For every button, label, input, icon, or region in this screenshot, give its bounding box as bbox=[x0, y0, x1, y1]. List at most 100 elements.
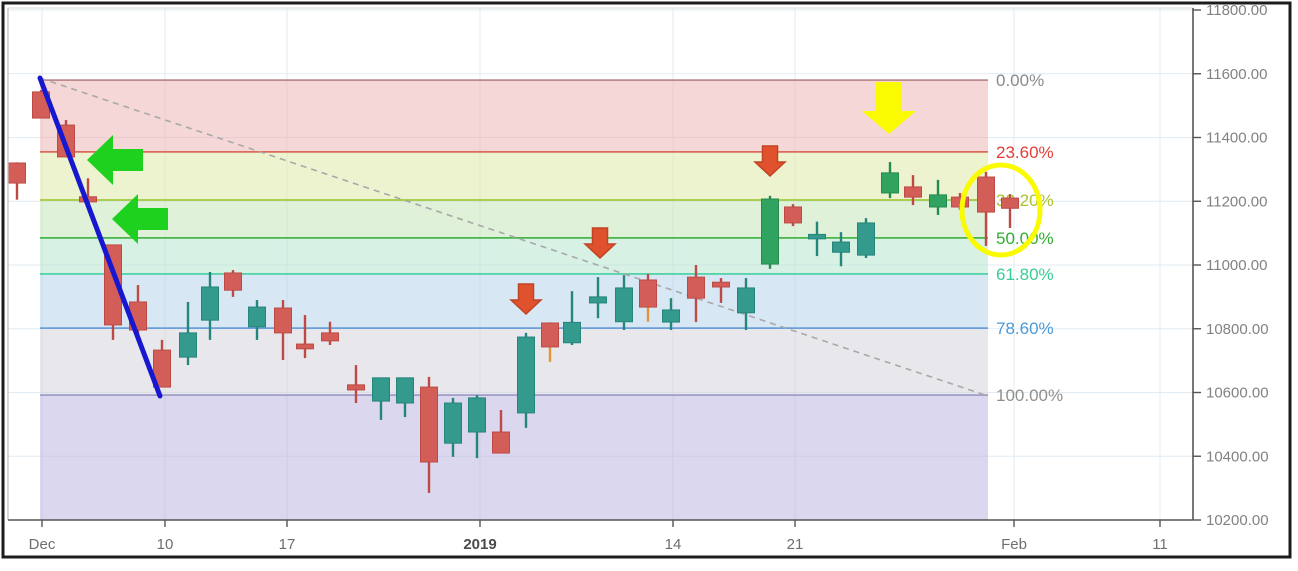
fib-band bbox=[40, 237, 988, 274]
candle bbox=[784, 204, 802, 227]
candle bbox=[881, 162, 899, 199]
candle-body bbox=[904, 186, 922, 198]
candle bbox=[977, 171, 995, 246]
candle bbox=[224, 270, 242, 297]
candle bbox=[615, 275, 633, 331]
candle-body bbox=[224, 272, 242, 291]
x-axis-tick-label: 17 bbox=[279, 536, 296, 553]
axes-group: 11800.00 11600.00 11400.00 11200.00 11000.00… bbox=[1, 1, 1292, 559]
candle-body bbox=[153, 349, 171, 388]
x-axis-tick-label: 21 bbox=[787, 536, 804, 553]
x-axis-tick-label: 10 bbox=[157, 536, 174, 553]
fib-band bbox=[40, 199, 988, 238]
y-axis-tick-label: 10200.00 bbox=[1206, 512, 1269, 529]
candle-body bbox=[541, 322, 559, 348]
candle bbox=[687, 265, 705, 323]
candle bbox=[589, 277, 607, 319]
candle-body bbox=[201, 286, 219, 321]
candle-body bbox=[737, 287, 755, 314]
candle bbox=[321, 321, 339, 346]
y-axis-tick-label: 11800.00 bbox=[1206, 2, 1267, 19]
candle-body bbox=[687, 276, 705, 299]
candle-body bbox=[808, 233, 826, 240]
highlight-circle-annotation bbox=[959, 162, 1043, 258]
candle bbox=[1001, 194, 1019, 229]
fib-level-label: 50.00% bbox=[996, 229, 1054, 248]
candle-body bbox=[296, 343, 314, 350]
y-axis-tick-label: 11600.00 bbox=[1206, 66, 1267, 83]
fib-band bbox=[40, 328, 988, 396]
candle bbox=[347, 365, 365, 404]
y-axis-tick-label: 11000.00 bbox=[1206, 257, 1267, 274]
candle bbox=[563, 291, 581, 346]
impulse-trendline bbox=[37, 75, 163, 399]
fib-band bbox=[40, 80, 988, 152]
down-arrow-icon bbox=[753, 145, 787, 178]
candle-body bbox=[832, 241, 850, 253]
x-axis-tick-label: 11 bbox=[1152, 536, 1168, 553]
left-arrow-icon bbox=[112, 194, 168, 244]
fib-baseline-group bbox=[39, 77, 986, 396]
candle-body bbox=[8, 162, 26, 184]
left-arrow-icon bbox=[87, 135, 143, 185]
candle-body bbox=[321, 332, 339, 342]
fib-baseline bbox=[39, 77, 986, 396]
candle bbox=[248, 300, 266, 340]
candle bbox=[517, 332, 535, 428]
candle bbox=[761, 195, 779, 269]
down-arrow-icon bbox=[583, 227, 617, 260]
candle-body bbox=[639, 279, 657, 308]
fib-band bbox=[40, 395, 988, 520]
candle-body bbox=[179, 332, 197, 358]
candle bbox=[712, 278, 730, 303]
candle-body bbox=[248, 306, 266, 328]
x-axis-tick-label: 14 bbox=[665, 536, 682, 553]
x-axis-tick-label: Dec bbox=[29, 536, 56, 553]
candle bbox=[904, 175, 922, 206]
trendline-group bbox=[37, 75, 163, 399]
candle-body bbox=[857, 222, 875, 256]
candle-body bbox=[784, 206, 802, 224]
candle-body bbox=[929, 194, 947, 208]
annotations-group bbox=[87, 82, 1043, 316]
candle bbox=[492, 410, 510, 454]
fib-level-label: 61.80% bbox=[996, 265, 1054, 284]
candle bbox=[396, 377, 414, 418]
candle bbox=[541, 322, 559, 362]
candle bbox=[296, 315, 314, 359]
candle-body bbox=[420, 386, 438, 463]
candle-body bbox=[517, 336, 535, 414]
candle-body bbox=[563, 321, 581, 344]
candle bbox=[201, 272, 219, 340]
fib-level-label: 100.00% bbox=[996, 386, 1063, 405]
window-border bbox=[1, 1, 1292, 559]
candle bbox=[808, 221, 826, 257]
candle-body bbox=[615, 287, 633, 323]
y-axis-tick-label: 10600.00 bbox=[1206, 385, 1269, 402]
candle bbox=[662, 298, 680, 331]
y-axis-tick-label: 11200.00 bbox=[1206, 193, 1267, 210]
candle bbox=[737, 278, 755, 331]
down-arrow-icon bbox=[509, 283, 543, 316]
candle-body bbox=[492, 431, 510, 454]
candle-body bbox=[372, 377, 390, 402]
candle bbox=[857, 218, 875, 258]
candle-body bbox=[761, 198, 779, 265]
candle bbox=[639, 273, 657, 322]
down-arrow-icon bbox=[862, 82, 916, 134]
candle bbox=[929, 179, 947, 215]
candle-body bbox=[977, 176, 995, 213]
y-axis-tick-label: 10400.00 bbox=[1206, 448, 1269, 465]
y-axis-tick-label: 11400.00 bbox=[1206, 130, 1267, 147]
candle-body bbox=[468, 397, 486, 433]
candle-body bbox=[589, 296, 607, 304]
x-axis-tick-label: Feb bbox=[1001, 536, 1027, 553]
y-axis-tick-label: 10800.00 bbox=[1206, 321, 1269, 338]
candle bbox=[832, 232, 850, 267]
candle-body bbox=[1001, 197, 1019, 209]
candle bbox=[372, 377, 390, 420]
candle bbox=[179, 301, 197, 366]
candle bbox=[8, 162, 26, 200]
